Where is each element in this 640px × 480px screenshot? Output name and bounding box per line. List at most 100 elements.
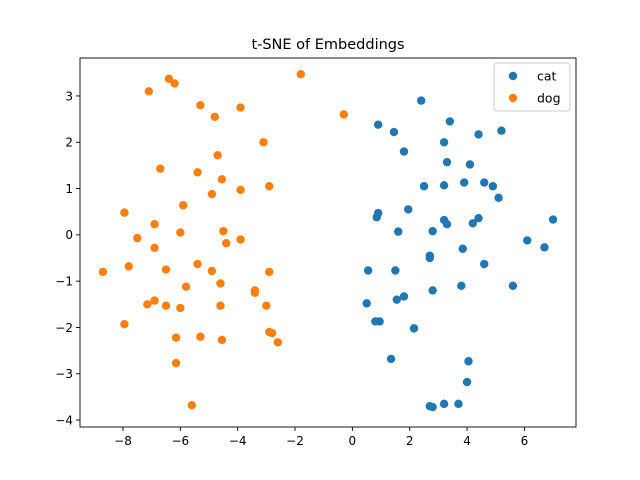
data-point-dog-8 bbox=[259, 138, 268, 147]
data-point-dog-37 bbox=[161, 301, 171, 310]
data-point-dog-20 bbox=[176, 228, 185, 237]
data-point-cat-39 bbox=[362, 299, 371, 308]
data-point-dog-7 bbox=[210, 112, 219, 121]
data-point-dog-23 bbox=[222, 238, 231, 248]
data-point-cat-46 bbox=[439, 399, 449, 409]
data-point-dog-19 bbox=[219, 226, 228, 236]
data-point-dog-26 bbox=[124, 262, 133, 271]
y-tick-label: 2 bbox=[65, 136, 73, 150]
data-point-cat-22 bbox=[468, 219, 477, 228]
y-tick-label: −2 bbox=[55, 321, 73, 335]
data-point-cat-9 bbox=[465, 160, 475, 169]
data-point-cat-41 bbox=[375, 317, 384, 326]
data-point-dog-46 bbox=[217, 335, 227, 345]
data-point-dog-10 bbox=[156, 164, 165, 173]
data-point-dog-9 bbox=[213, 151, 222, 160]
data-point-dog-16 bbox=[179, 201, 188, 210]
data-point-cat-21 bbox=[474, 213, 483, 223]
legend-label-dog: dog bbox=[537, 91, 561, 106]
data-point-dog-39 bbox=[262, 301, 271, 310]
data-point-dog-35 bbox=[150, 296, 159, 305]
data-point-cat-7 bbox=[399, 147, 409, 156]
data-point-cat-12 bbox=[459, 178, 469, 187]
data-point-cat-2 bbox=[497, 126, 506, 135]
data-point-dog-30 bbox=[265, 267, 274, 277]
x-tick-label: 6 bbox=[521, 434, 529, 448]
data-point-dog-6 bbox=[339, 110, 348, 119]
data-point-dog-2 bbox=[170, 79, 179, 88]
x-tick-label: 0 bbox=[349, 434, 357, 448]
y-tick-label: 3 bbox=[65, 89, 73, 103]
x-tick-label: −2 bbox=[286, 434, 304, 448]
plot-area bbox=[80, 58, 576, 427]
data-point-cat-0 bbox=[416, 96, 426, 105]
data-point-cat-43 bbox=[386, 354, 396, 364]
data-point-cat-24 bbox=[428, 226, 437, 236]
data-point-dog-15 bbox=[207, 189, 217, 199]
data-point-cat-34 bbox=[457, 281, 466, 290]
data-point-dog-40 bbox=[176, 303, 185, 313]
data-point-cat-33 bbox=[391, 266, 400, 275]
data-point-dog-12 bbox=[217, 175, 227, 184]
data-point-cat-14 bbox=[488, 182, 498, 191]
data-point-cat-15 bbox=[494, 193, 503, 203]
data-point-dog-14 bbox=[236, 185, 245, 195]
data-points bbox=[98, 70, 558, 412]
data-point-dog-48 bbox=[171, 358, 181, 368]
data-point-dog-49 bbox=[187, 401, 197, 410]
chart-title: t-SNE of Embeddings bbox=[251, 37, 404, 53]
data-point-dog-27 bbox=[161, 265, 171, 274]
data-point-cat-44 bbox=[464, 357, 473, 366]
data-point-dog-21 bbox=[133, 233, 142, 243]
data-point-cat-49 bbox=[428, 402, 437, 412]
data-point-cat-8 bbox=[442, 157, 452, 167]
data-point-dog-22 bbox=[236, 235, 245, 244]
data-point-dog-45 bbox=[171, 333, 181, 342]
data-point-cat-23 bbox=[394, 227, 403, 236]
data-point-dog-5 bbox=[236, 103, 245, 112]
y-tick-label: −3 bbox=[55, 367, 73, 381]
data-point-dog-43 bbox=[267, 328, 277, 338]
data-point-cat-3 bbox=[373, 120, 383, 129]
data-point-cat-16 bbox=[404, 205, 413, 214]
data-point-dog-44 bbox=[196, 332, 205, 341]
data-point-dog-3 bbox=[144, 87, 154, 96]
data-point-dog-29 bbox=[207, 266, 217, 276]
data-point-dog-34 bbox=[250, 288, 260, 297]
x-tick-label: 4 bbox=[463, 434, 471, 448]
data-point-cat-42 bbox=[409, 324, 419, 333]
data-point-dog-41 bbox=[120, 320, 129, 329]
data-point-cat-26 bbox=[523, 236, 532, 245]
data-point-cat-10 bbox=[419, 182, 429, 191]
data-point-dog-28 bbox=[98, 267, 108, 277]
data-point-dog-11 bbox=[193, 168, 202, 177]
data-point-cat-4 bbox=[389, 127, 399, 137]
data-point-cat-11 bbox=[439, 181, 449, 190]
data-point-dog-18 bbox=[150, 220, 159, 229]
data-point-dog-24 bbox=[150, 243, 159, 253]
data-point-dog-13 bbox=[265, 182, 274, 191]
data-point-cat-20 bbox=[442, 220, 452, 229]
x-tick-label: −6 bbox=[171, 434, 189, 448]
data-point-cat-1 bbox=[445, 117, 455, 126]
data-point-cat-27 bbox=[540, 243, 549, 252]
data-point-dog-31 bbox=[216, 279, 225, 288]
data-point-dog-0 bbox=[296, 70, 305, 79]
data-point-dog-36 bbox=[143, 300, 152, 309]
data-point-cat-47 bbox=[454, 399, 463, 409]
x-tick-label: −8 bbox=[114, 434, 132, 448]
data-point-cat-45 bbox=[462, 377, 472, 387]
data-point-cat-13 bbox=[480, 178, 489, 187]
data-point-dog-38 bbox=[216, 301, 225, 310]
data-point-cat-5 bbox=[474, 130, 483, 139]
data-point-cat-6 bbox=[439, 138, 449, 147]
x-tick-label: 2 bbox=[406, 434, 414, 448]
legend: cat dog bbox=[493, 62, 571, 112]
data-point-cat-30 bbox=[425, 253, 434, 263]
y-tick-label: −4 bbox=[55, 413, 73, 427]
data-point-dog-25 bbox=[193, 259, 202, 269]
plot-frame bbox=[79, 57, 577, 428]
y-tick-label: 0 bbox=[65, 228, 73, 242]
axes: −8 −6 −4 −2 0 2 4 6 −4 −3 −2 −1 0 1 2 3 bbox=[55, 89, 528, 448]
